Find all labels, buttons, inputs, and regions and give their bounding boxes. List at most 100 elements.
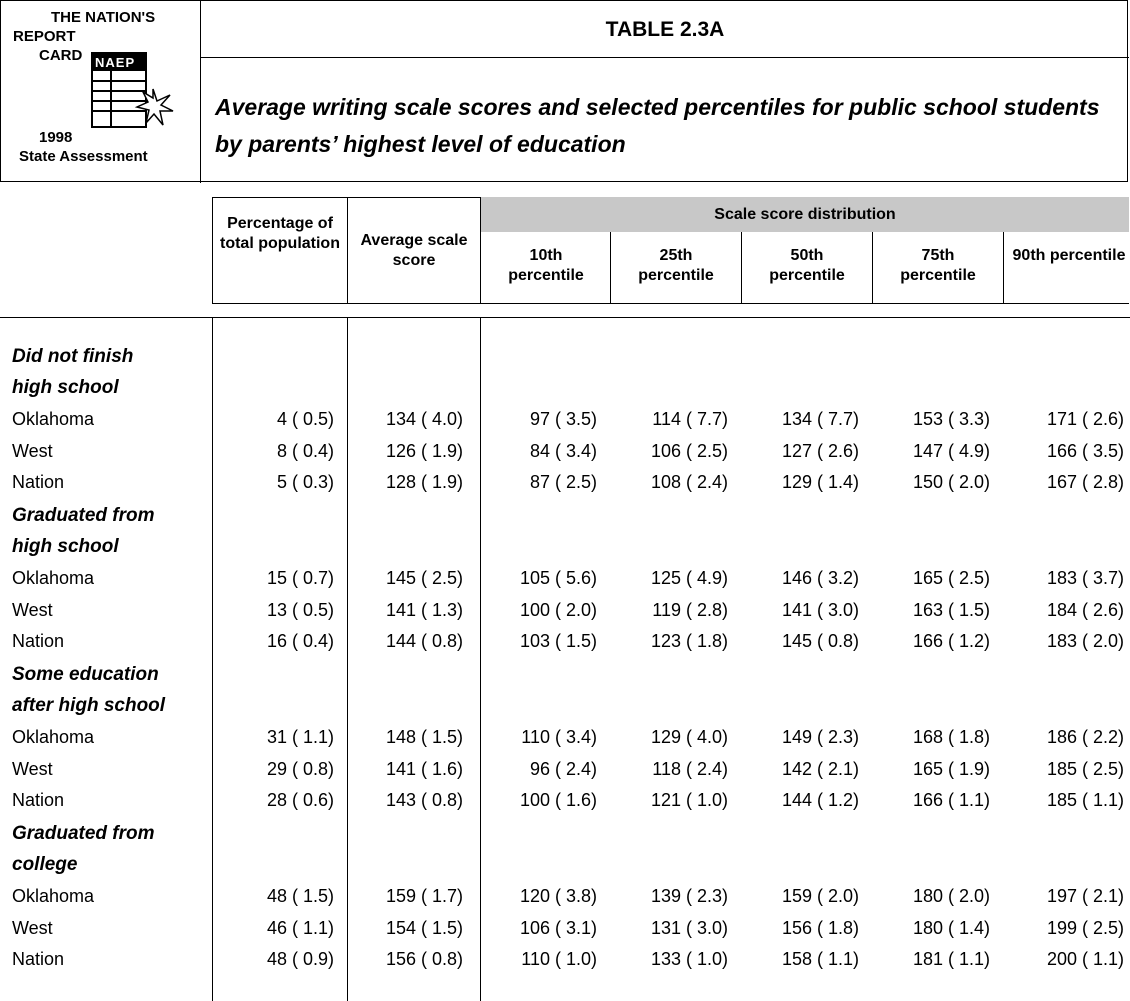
- col-header-p75: 75th percentile: [900, 247, 976, 284]
- cell-p25: 125 ( 4.9): [650, 568, 728, 588]
- col-header-p10: 10th percentile: [508, 247, 584, 284]
- cell-p75: 150 ( 2.0): [912, 472, 990, 492]
- cell-p10: 87 ( 2.5): [529, 472, 597, 492]
- cell-p50: 158 ( 1.1): [781, 949, 859, 969]
- table-id: TABLE 2.3A: [201, 1, 1129, 58]
- cell-p75: 163 ( 1.5): [912, 599, 990, 620]
- logo-year: 1998: [39, 129, 73, 146]
- group-label: Graduated from: [12, 505, 155, 526]
- header-divider: [480, 197, 481, 304]
- col-header-p50: 50th percentile: [769, 247, 845, 284]
- cell-p25: 121 ( 1.0): [650, 790, 728, 810]
- cell-p90: 186 ( 2.2): [1046, 727, 1124, 747]
- cell-p10: 110 ( 1.0): [521, 949, 597, 969]
- cell-avg: 144 ( 0.8): [385, 631, 463, 651]
- cell-p50: 159 ( 2.0): [781, 886, 859, 906]
- cell-p25: 108 ( 2.4): [650, 472, 728, 492]
- row-label: Nation: [12, 790, 65, 810]
- body-top-border: [0, 317, 1130, 318]
- cell-p90: 184 ( 2.6): [1046, 599, 1124, 620]
- cell-p25: 114 ( 7.7): [652, 409, 728, 429]
- report-card-icon: [91, 52, 174, 128]
- cell-pct: 5 ( 0.3): [276, 472, 334, 492]
- cell-p10: 97 ( 3.5): [529, 409, 597, 429]
- cell-p75: 180 ( 1.4): [912, 917, 990, 938]
- cell-p50: 146 ( 3.2): [781, 568, 859, 588]
- cell-pct: 48 ( 1.5): [266, 886, 334, 906]
- cell-pct: 29 ( 0.8): [266, 758, 334, 779]
- header-divider: [872, 232, 873, 304]
- cell-avg: 148 ( 1.5): [385, 727, 463, 747]
- cell-p90: 197 ( 2.1): [1046, 886, 1124, 906]
- cell-pct: 4 ( 0.5): [276, 409, 334, 429]
- cell-pct: 28 ( 0.6): [266, 790, 334, 810]
- cell-pct: 15 ( 0.7): [266, 568, 334, 588]
- cell-p25: 131 ( 3.0): [650, 917, 728, 938]
- cell-avg: 126 ( 1.9): [385, 440, 463, 461]
- group-label: Graduated from: [12, 823, 155, 844]
- cell-p10: 105 ( 5.6): [519, 568, 597, 588]
- logo-naep-mark: NAEP: [95, 55, 136, 70]
- cell-p10: 96 ( 2.4): [529, 758, 597, 779]
- cell-p75: 168 ( 1.8): [912, 727, 990, 747]
- col-header-p90: 90th percentile: [1012, 247, 1126, 264]
- header-divider: [347, 197, 348, 304]
- cell-p90: 200 ( 1.1): [1046, 949, 1124, 969]
- cell-p10: 100 ( 1.6): [519, 790, 597, 810]
- cell-p25: 133 ( 1.0): [650, 949, 728, 969]
- cell-p75: 165 ( 2.5): [912, 568, 990, 588]
- col-header-p25: 25th percentile: [638, 247, 714, 284]
- body-divider: [212, 318, 213, 1001]
- header-divider: [212, 197, 213, 304]
- cell-p25: 118 ( 2.4): [652, 758, 728, 779]
- cell-p90: 185 ( 2.5): [1046, 758, 1124, 779]
- cell-p90: 185 ( 1.1): [1046, 790, 1124, 810]
- cell-pct: 13 ( 0.5): [266, 599, 334, 620]
- group-label: high school: [12, 536, 119, 557]
- cell-p75: 147 ( 4.9): [912, 440, 990, 461]
- cell-p90: 166 ( 3.5): [1046, 440, 1124, 461]
- cell-p90: 171 ( 2.6): [1046, 409, 1124, 429]
- cell-p10: 106 ( 3.1): [519, 917, 597, 938]
- header-divider: [610, 232, 611, 304]
- row-label: Nation: [12, 949, 65, 969]
- cell-p50: 144 ( 1.2): [781, 790, 859, 810]
- group-label: high school: [12, 377, 119, 398]
- cell-p90: 183 ( 2.0): [1046, 631, 1124, 651]
- cell-p10: 120 ( 3.8): [519, 886, 597, 906]
- cell-p50: 149 ( 2.3): [781, 727, 859, 747]
- cell-p75: 166 ( 1.2): [912, 631, 990, 651]
- naep-logo: THE NATION'S REPORT CARD NAEP 1998 State…: [1, 1, 201, 183]
- cell-p50: 156 ( 1.8): [781, 917, 859, 938]
- header-bottom-border: [212, 303, 1129, 304]
- row-label: West: [12, 599, 53, 620]
- cell-avg: 128 ( 1.9): [385, 472, 463, 492]
- logo-line-nations: THE NATION'S: [51, 9, 156, 26]
- cell-avg: 141 ( 1.3): [385, 599, 463, 620]
- cell-avg: 154 ( 1.5): [385, 917, 463, 938]
- cell-p50: 127 ( 2.6): [781, 440, 859, 461]
- logo-line-card: CARD: [39, 47, 83, 64]
- cell-avg: 143 ( 0.8): [385, 790, 463, 810]
- cell-p25: 139 ( 2.3): [650, 886, 728, 906]
- cell-p50: 129 ( 1.4): [781, 472, 859, 492]
- table-subtitle: Average writing scale scores and selecte…: [215, 94, 1100, 157]
- cell-avg: 145 ( 2.5): [385, 568, 463, 588]
- row-label: West: [12, 917, 53, 938]
- group-label: Some education: [12, 664, 159, 685]
- cell-p10: 84 ( 3.4): [529, 440, 597, 461]
- cell-p25: 119 ( 2.8): [652, 599, 728, 620]
- cell-pct: 46 ( 1.1): [266, 917, 334, 938]
- cell-avg: 156 ( 0.8): [385, 949, 463, 969]
- cell-pct: 8 ( 0.4): [276, 440, 334, 461]
- cell-p75: 166 ( 1.1): [912, 790, 990, 810]
- cell-p50: 141 ( 3.0): [781, 599, 859, 620]
- cell-p10: 110 ( 3.4): [521, 727, 597, 747]
- cell-p50: 145 ( 0.8): [781, 631, 859, 651]
- cell-avg: 159 ( 1.7): [385, 886, 463, 906]
- cell-p90: 167 ( 2.8): [1046, 472, 1124, 492]
- row-label: Oklahoma: [12, 727, 95, 747]
- cell-pct: 31 ( 1.1): [266, 727, 334, 747]
- row-label: Oklahoma: [12, 568, 95, 588]
- cell-p50: 134 ( 7.7): [781, 409, 859, 429]
